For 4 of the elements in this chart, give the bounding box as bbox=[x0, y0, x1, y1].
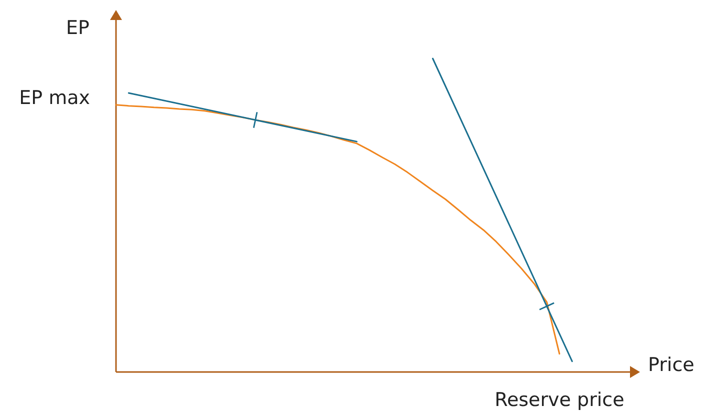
text: Reserve price bbox=[494, 389, 624, 411]
x-axis-title: Price bbox=[648, 354, 694, 376]
text: EP max bbox=[19, 86, 90, 109]
y-axis-title: EP bbox=[66, 17, 90, 39]
